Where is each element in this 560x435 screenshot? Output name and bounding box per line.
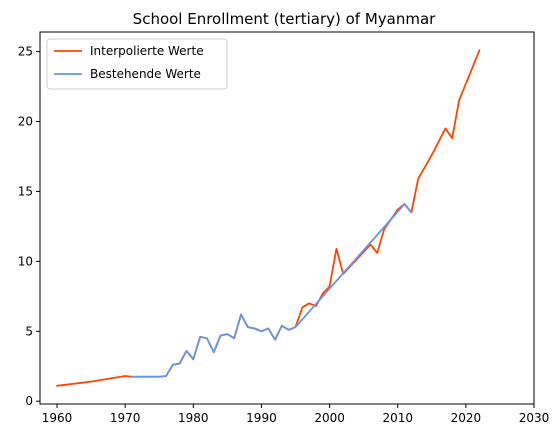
x-tick-label: 2010: [382, 411, 413, 425]
series-line-interpolated: [56, 49, 481, 387]
y-tick-label: 10: [18, 254, 33, 268]
y-axis: 0 5 10 15 20 25: [18, 45, 40, 408]
x-tick-label: 1960: [42, 411, 73, 425]
chart-title: School Enrollment (tertiary) of Myanmar: [133, 10, 436, 28]
x-tick-label: 2000: [314, 411, 345, 425]
x-tick-label: 1980: [178, 411, 209, 425]
legend: Interpolierte Werte Bestehende Werte: [46, 38, 228, 90]
plot-frame: [39, 31, 535, 405]
y-tick-label: 15: [18, 184, 33, 198]
y-tick-label: 20: [18, 115, 33, 129]
x-tick-label: 2030: [519, 411, 550, 425]
x-tick-label: 2020: [451, 411, 482, 425]
x-tick-label: 1990: [246, 411, 277, 425]
x-axis: 1960 1970 1980 1990 2000 2010 2020 2030: [42, 404, 550, 425]
series-line-existing: [131, 203, 413, 378]
y-tick-label: 25: [18, 45, 33, 59]
y-tick-label: 0: [25, 394, 33, 408]
series-lines: [56, 49, 481, 387]
legend-box: [46, 38, 228, 90]
y-tick-label: 5: [25, 324, 33, 338]
x-tick-label: 1970: [110, 411, 141, 425]
legend-label-interpolated: Interpolierte Werte: [90, 44, 204, 58]
legend-label-existing: Bestehende Werte: [90, 67, 201, 81]
